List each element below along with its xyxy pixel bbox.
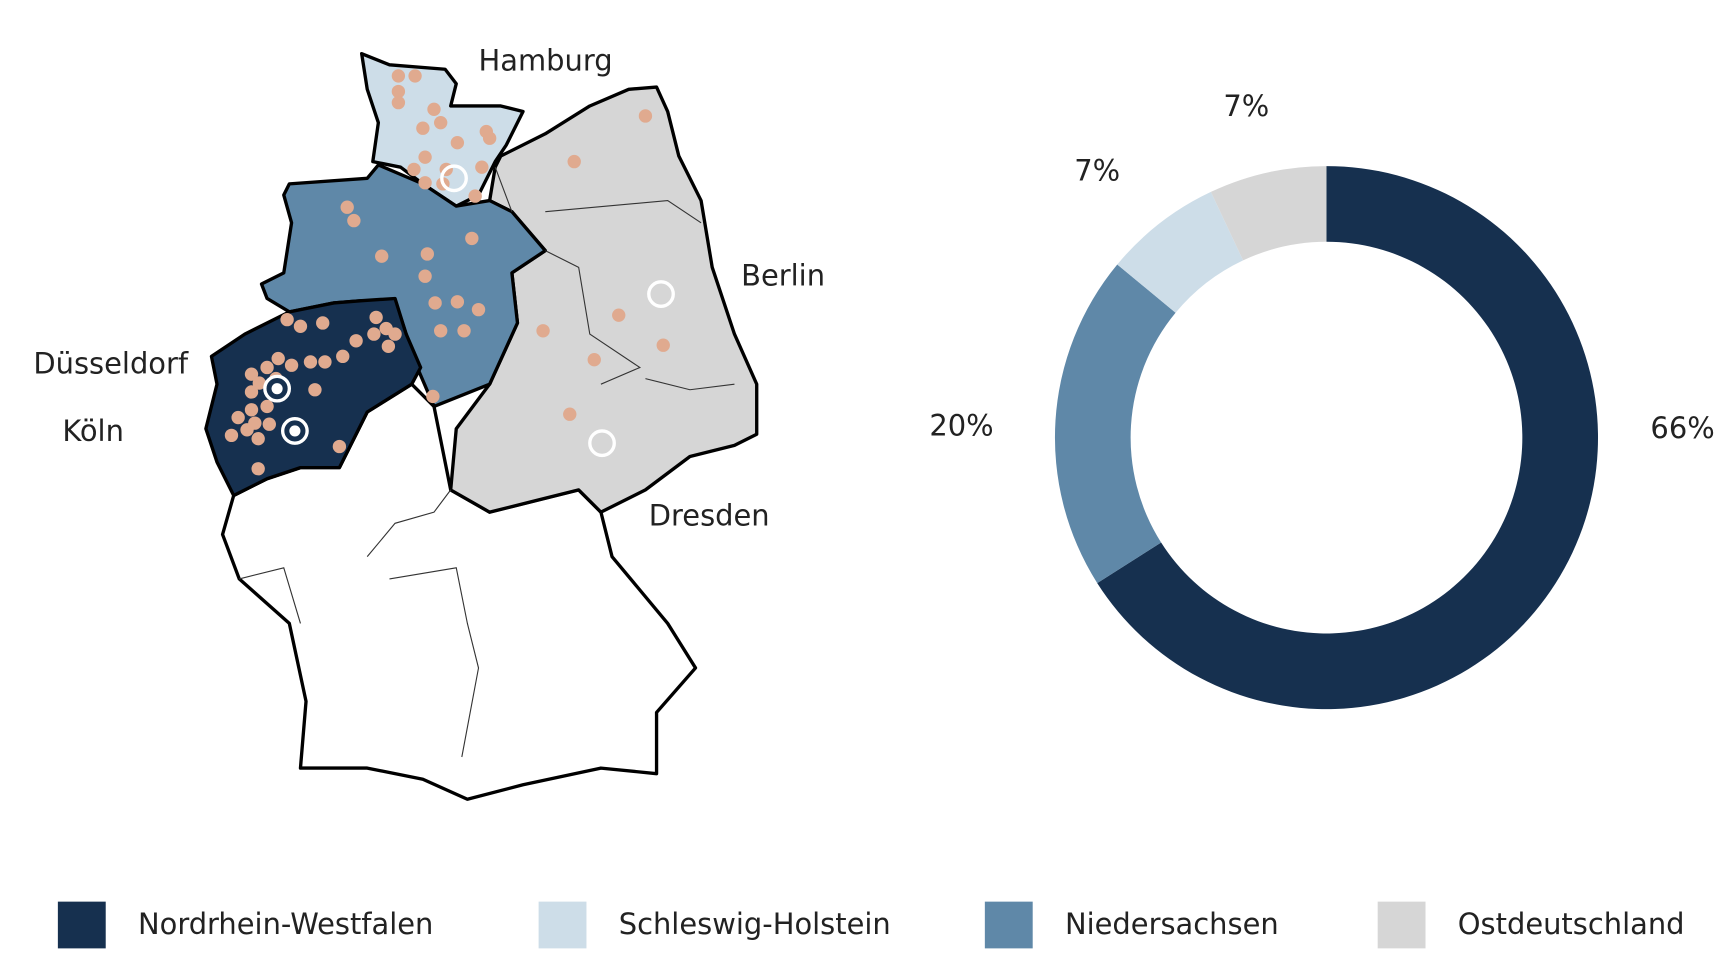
city-label: Berlin <box>741 258 825 292</box>
dot <box>244 403 259 417</box>
dot <box>418 150 432 164</box>
city-label: Dresden <box>649 499 770 533</box>
dot <box>567 154 581 169</box>
dot <box>434 324 448 338</box>
legend-swatch <box>1377 901 1426 949</box>
dot <box>318 355 332 369</box>
dot <box>244 367 259 381</box>
dot <box>369 310 383 325</box>
city-markers <box>263 164 675 458</box>
dot <box>418 176 432 190</box>
dot <box>251 432 265 446</box>
legend-label: Schleswig-Holstein <box>619 907 891 941</box>
city-ring <box>588 429 616 458</box>
legend-swatch <box>538 901 587 949</box>
dot <box>536 324 550 338</box>
dot <box>284 358 299 372</box>
dot <box>375 249 389 263</box>
dot <box>391 69 406 83</box>
dot <box>224 428 239 443</box>
dot <box>316 316 330 330</box>
dot <box>303 355 318 369</box>
city-label: Hamburg <box>479 44 613 78</box>
value-label: 7% <box>1074 154 1120 188</box>
dot <box>252 376 266 390</box>
donut-segment <box>1054 264 1176 584</box>
dot <box>231 410 245 425</box>
city-ring <box>647 280 675 308</box>
inner-borders <box>239 166 735 758</box>
dot <box>260 360 274 375</box>
dot <box>332 439 347 454</box>
dot <box>428 296 442 310</box>
map: Hamburg Berlin Düsseldorf Köln Dresden <box>33 44 825 801</box>
dot <box>308 383 322 397</box>
dot <box>587 353 601 367</box>
dot <box>349 334 363 348</box>
dot <box>260 399 274 414</box>
dot <box>450 295 465 309</box>
dot <box>408 69 422 83</box>
legend-swatch <box>984 901 1033 949</box>
dot <box>656 338 670 352</box>
dot <box>240 423 254 437</box>
city-core <box>289 425 301 437</box>
legend-label: Ostdeutschland <box>1458 907 1685 941</box>
dot <box>293 319 308 333</box>
dot <box>244 385 259 399</box>
dot <box>450 136 465 150</box>
legend-label: Niedersachsen <box>1065 907 1279 941</box>
value-label: 66% <box>1650 411 1714 445</box>
dot <box>457 324 471 338</box>
dot <box>427 102 441 116</box>
city-core <box>271 383 283 395</box>
value-label: 7% <box>1223 89 1269 123</box>
donut-segment <box>1097 166 1599 710</box>
dot <box>391 84 406 99</box>
legend-swatch <box>57 901 106 949</box>
dot <box>468 189 482 203</box>
dot <box>336 349 350 364</box>
value-label: 20% <box>929 409 993 443</box>
dots <box>224 69 670 476</box>
dot <box>271 351 285 366</box>
dot <box>434 115 448 130</box>
legend-label: Nordrhein-Westfalen <box>138 907 433 941</box>
dot <box>367 327 381 341</box>
dot <box>280 312 294 327</box>
city-label: Düsseldorf <box>33 346 189 380</box>
dot <box>407 162 421 177</box>
dot <box>420 247 434 261</box>
dot <box>251 462 265 476</box>
dot <box>612 308 626 322</box>
dot <box>475 160 489 174</box>
dot <box>388 327 402 341</box>
dot <box>465 231 479 246</box>
city-ring <box>440 164 468 193</box>
dot <box>418 269 432 283</box>
dot <box>262 417 276 431</box>
region-nrw <box>204 296 423 498</box>
dot <box>347 213 361 228</box>
region-ns <box>259 163 547 409</box>
dot <box>416 121 430 135</box>
dot <box>340 200 354 214</box>
donut-segment <box>1210 166 1327 261</box>
dot <box>471 302 486 317</box>
donut-segment <box>1117 191 1244 313</box>
dot <box>381 339 396 354</box>
dot <box>563 407 577 421</box>
dot <box>391 95 406 110</box>
dot <box>638 109 653 123</box>
dot <box>426 389 440 404</box>
dot <box>482 131 497 145</box>
city-label: Köln <box>62 414 124 448</box>
